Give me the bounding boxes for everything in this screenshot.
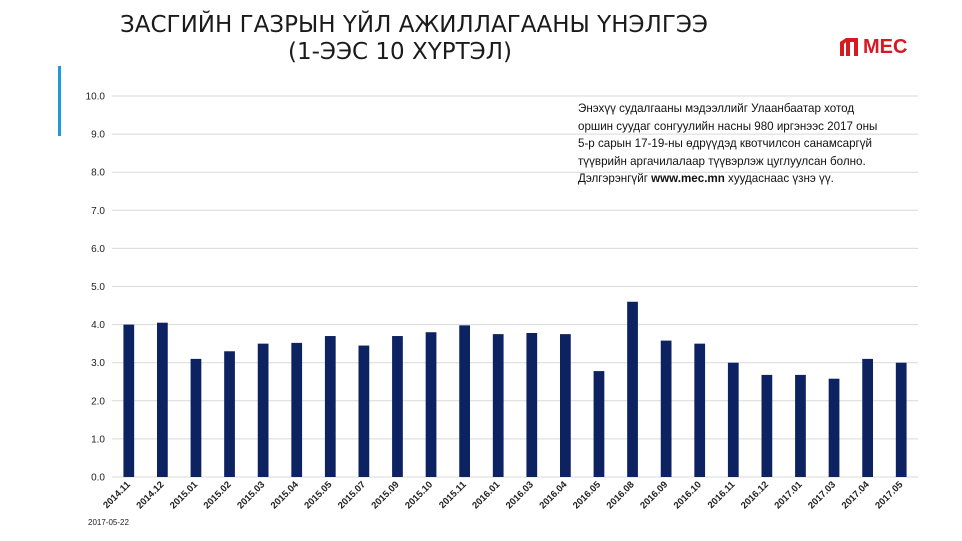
bar [358, 345, 370, 477]
y-tick-label: 3.0 [91, 358, 105, 369]
y-tick-label: 4.0 [91, 320, 105, 331]
x-tick-label: 2015.04 [269, 479, 302, 512]
accent-line [58, 66, 61, 136]
bar [459, 325, 470, 477]
x-tick-label: 2015.01 [168, 479, 201, 512]
title-line-1: ЗАСГИЙН ГАЗРЫН ҮЙЛ АЖИЛЛАГААНЫ ҮНЭЛГЭЭ [120, 12, 708, 38]
bar [157, 322, 168, 477]
bar [627, 301, 638, 477]
bar [526, 332, 538, 477]
x-tick-label: 2016.03 [504, 479, 536, 511]
y-tick-label: 7.0 [91, 206, 105, 217]
x-tick-label: 2017.03 [806, 479, 838, 511]
x-tick-label: 2015.05 [302, 479, 335, 512]
bar [425, 332, 437, 477]
bar [828, 378, 840, 477]
x-tick-label: 2016.10 [672, 479, 704, 511]
y-tick-label: 2.0 [91, 396, 105, 407]
page-title: ЗАСГИЙН ГАЗРЫН ҮЙЛ АЖИЛЛАГААНЫ ҮНЭЛГЭЭ (… [120, 12, 708, 66]
note-last-suffix: хуудаснаас үзнэ үү. [724, 172, 834, 185]
bar [224, 351, 235, 477]
x-tick-label: 2016.05 [571, 479, 604, 512]
x-tick-label: 2016.09 [638, 479, 670, 511]
y-tick-label: 5.0 [91, 282, 105, 293]
x-tick-label: 2017.04 [840, 479, 873, 512]
note-line-2: оршин суудаг сонгуулийн насны 980 иргэнэ… [578, 119, 878, 133]
note-line-3: 5-р сарын 17-19-ны өдрүүдэд квотчилсон с… [578, 137, 873, 150]
note-line-1: Энэхүү судалгааны мэдээллийг Улаанбаатар… [578, 102, 855, 115]
y-tick-label: 10.0 [86, 92, 106, 103]
x-tick-label: 2015.09 [370, 479, 402, 511]
y-tick-label: 0.0 [91, 473, 105, 484]
x-tick-label: 2016.01 [470, 479, 503, 512]
date-stamp: 2017-05-22 [88, 518, 129, 527]
bar [761, 374, 773, 477]
bar [123, 324, 135, 477]
x-tick-label: 2015.07 [336, 479, 368, 511]
bar [727, 362, 739, 477]
note-line-5: Дэлгэрэнгүйг www.mec.mn хуудаснаас үзнэ … [578, 170, 923, 188]
x-tick-label: 2016.12 [739, 479, 771, 511]
bar [593, 371, 605, 477]
bar [862, 358, 873, 477]
note-last-prefix: Дэлгэрэнгүйг [578, 172, 652, 185]
x-tick-label: 2015.10 [403, 479, 435, 511]
x-tick-label: 2016.04 [537, 479, 570, 512]
survey-note: Энэхүү судалгааны мэдээллийг Улаанбаатар… [578, 100, 923, 188]
logo-text: MEC [863, 35, 908, 58]
y-tick-label: 8.0 [91, 168, 105, 179]
bar [560, 334, 571, 477]
x-tick-label: 2016.08 [605, 479, 637, 511]
note-line-4: түүврийн аргачилалаар түүвэрлэж цуглуулс… [578, 154, 866, 168]
title-line-2: (1-ЭЭС 10 ХҮРТЭЛ) [287, 39, 513, 65]
x-tick-label: 2014.12 [134, 479, 166, 511]
x-tick-label: 2014.11 [101, 479, 133, 511]
bar [895, 362, 907, 477]
x-tick-label: 2015.11 [437, 479, 469, 511]
bar [190, 358, 202, 477]
website-link: www.mec.mn [651, 172, 725, 185]
y-tick-label: 1.0 [91, 434, 105, 445]
y-tick-label: 9.0 [91, 130, 105, 141]
x-tick-label: 2017.05 [873, 479, 906, 512]
y-tick-label: 6.0 [91, 244, 105, 255]
x-tick-label: 2015.02 [202, 479, 234, 511]
bar [492, 334, 504, 477]
mec-logo-icon [840, 38, 858, 56]
mec-logo: MEC [838, 32, 907, 62]
bar [795, 374, 806, 477]
bar [660, 340, 672, 477]
bar [392, 336, 403, 477]
bar [257, 343, 269, 477]
bar [694, 343, 706, 477]
x-tick-label: 2015.03 [235, 479, 267, 511]
bar [324, 336, 336, 477]
x-tick-label: 2016.11 [706, 479, 738, 511]
bar [291, 342, 303, 477]
x-tick-label: 2017.01 [773, 479, 806, 512]
